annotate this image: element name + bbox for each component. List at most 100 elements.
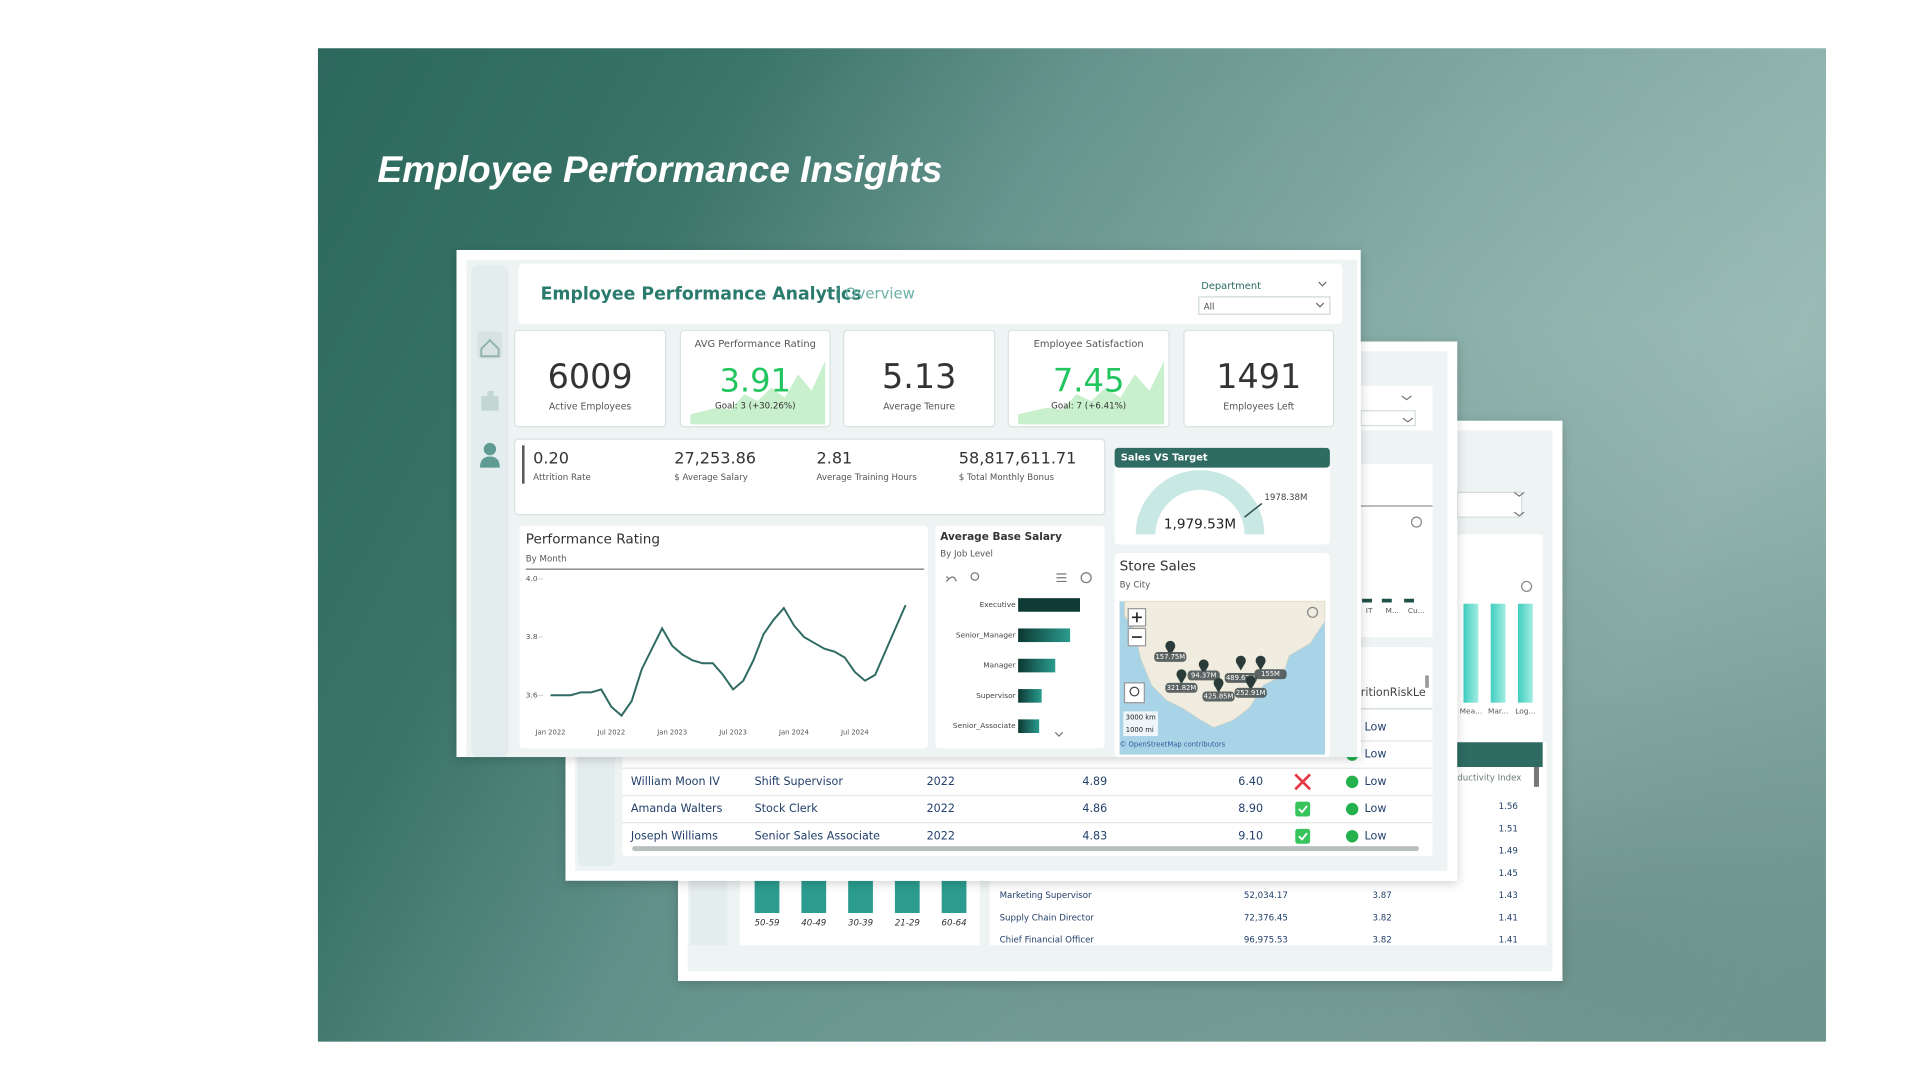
bar — [1490, 603, 1506, 703]
pin-label: 94.37M — [1191, 671, 1216, 679]
table-cell: 6.40 — [1238, 775, 1263, 788]
zoom-out[interactable] — [1127, 627, 1147, 647]
pin-label-bg — [1234, 687, 1267, 698]
lasso[interactable] — [1123, 682, 1145, 704]
map-title: Store Sales — [1120, 559, 1196, 575]
filter-value: All — [1204, 302, 1215, 312]
nav-building[interactable] — [481, 390, 499, 411]
stat-label: Attrition Rate — [533, 473, 591, 483]
stat-value: 27,253.86 — [674, 448, 756, 467]
index-value: 1.41 — [1499, 913, 1518, 923]
help-icon[interactable] — [1410, 516, 1423, 528]
chevron — [1513, 491, 1525, 517]
bar-label: Mar... — [1488, 706, 1508, 715]
dropdown[interactable] — [1360, 410, 1416, 427]
tile — [1360, 463, 1433, 638]
sparkline — [690, 360, 826, 425]
scrollbar[interactable] — [1534, 767, 1539, 787]
back-content: 50-59 40-49 30-39 21-29 60-64 1.56 1.51 1.49 1.4… — [677, 802, 1563, 982]
kpi-value: 1491 — [1216, 357, 1301, 396]
front-content: 6009 Active Employees AVG Performance Rati… — [514, 329, 1335, 736]
map-pin — [1235, 655, 1246, 671]
kpi-goal: Goal: 7 (+6.41%) — [1051, 401, 1126, 411]
undo-icon[interactable] — [945, 576, 957, 582]
dashboard-title: Employee Performance Analytics — [541, 284, 862, 304]
pin-label-bg — [1165, 682, 1198, 693]
filter-dropdown[interactable] — [1198, 296, 1331, 315]
map-pin — [1213, 678, 1224, 693]
table-cell: 8.90 — [1238, 802, 1263, 815]
x-tick-label: Jul 2022 — [597, 728, 626, 736]
help-icon[interactable] — [1521, 580, 1533, 592]
table-cell: William Moon IV — [631, 775, 720, 788]
table-cell: 96,975.53 — [1244, 936, 1288, 946]
attribution: © OpenStreetMap contributors — [1120, 741, 1226, 749]
gauge-target-label: 1978.38M — [1264, 493, 1307, 503]
pin-label: 252.91M — [1236, 689, 1266, 697]
stats-tile — [514, 438, 1106, 516]
map-pin — [1198, 659, 1209, 675]
age-label: 50-59 — [754, 918, 779, 928]
stat-label: $ Average Salary — [674, 473, 748, 483]
age-bar — [801, 880, 827, 913]
dropdown[interactable] — [1456, 491, 1523, 518]
h-scrollbar[interactable] — [632, 846, 1419, 852]
zoom-in[interactable] — [1127, 608, 1147, 627]
age-label: 60-64 — [942, 918, 967, 928]
x-tick-label: Jan 2023 — [656, 728, 687, 736]
bar — [1517, 603, 1533, 703]
check-icon — [1295, 828, 1311, 844]
zoom-icon[interactable] — [970, 572, 980, 581]
cross-icon — [1294, 773, 1312, 791]
scrollbar[interactable] — [1425, 675, 1429, 688]
table-cell: Joseph Williams — [630, 829, 718, 842]
kpi-tile — [514, 329, 667, 428]
age-bar — [894, 880, 920, 913]
bar-label: IT — [1366, 606, 1373, 615]
gauge-title: Sales VS Target — [1121, 453, 1208, 464]
pin-label-bg — [1202, 691, 1235, 702]
y-tick-label: Executive — [980, 600, 1017, 609]
bar-label: Cu... — [1408, 606, 1425, 615]
kpi-value: 3.91 — [719, 361, 791, 399]
table-cell: Low — [1365, 829, 1387, 842]
risk-dot — [1345, 802, 1359, 816]
help-icon[interactable] — [1080, 572, 1092, 584]
bar — [1018, 719, 1040, 733]
middle-content: Low Low William Moon IV Shift Supervisor 202… — [622, 720, 1433, 843]
table-cell: 72,376.45 — [1244, 913, 1288, 923]
sidebar — [471, 264, 509, 758]
kpi-tile — [1183, 329, 1335, 428]
bar-stub — [1362, 598, 1372, 603]
table-cell: 2022 — [927, 802, 955, 815]
age-bar — [754, 880, 780, 913]
column-header: ritionRiskLe — [1361, 686, 1426, 699]
menu-icon[interactable] — [1056, 573, 1067, 583]
table-cell: Low — [1365, 775, 1387, 788]
bar-stub — [1381, 598, 1392, 603]
table-cell: 4.89 — [1082, 775, 1107, 788]
pin-label-bg — [1154, 651, 1187, 662]
nav-home[interactable] — [477, 331, 503, 359]
chart-title: Performance Rating — [526, 531, 660, 547]
risk: Low — [1365, 720, 1387, 733]
kpi-value: 5.13 — [882, 357, 956, 396]
map-pin — [1165, 640, 1176, 656]
help-icon[interactable] — [1307, 606, 1319, 618]
table-cell: Chief Financial Officer — [1000, 936, 1095, 946]
pin-label-bg — [1187, 670, 1220, 681]
map-pin — [1255, 655, 1266, 671]
y-tick-label: Manager — [983, 661, 1016, 670]
age-label: 21-29 — [895, 918, 920, 928]
scale-km: 3000 km — [1126, 714, 1156, 722]
kpi-label: Average Tenure — [883, 402, 955, 413]
table-cell: Senior Sales Associate — [755, 829, 881, 842]
table-cell: 4.86 — [1082, 802, 1107, 815]
nav-person[interactable] — [479, 442, 500, 468]
index-value: 1.56 — [1499, 802, 1518, 812]
x-tick-label: Jul 2024 — [840, 728, 869, 736]
bar-label: M... — [1386, 606, 1399, 615]
scroll-chevron[interactable] — [1054, 731, 1064, 737]
